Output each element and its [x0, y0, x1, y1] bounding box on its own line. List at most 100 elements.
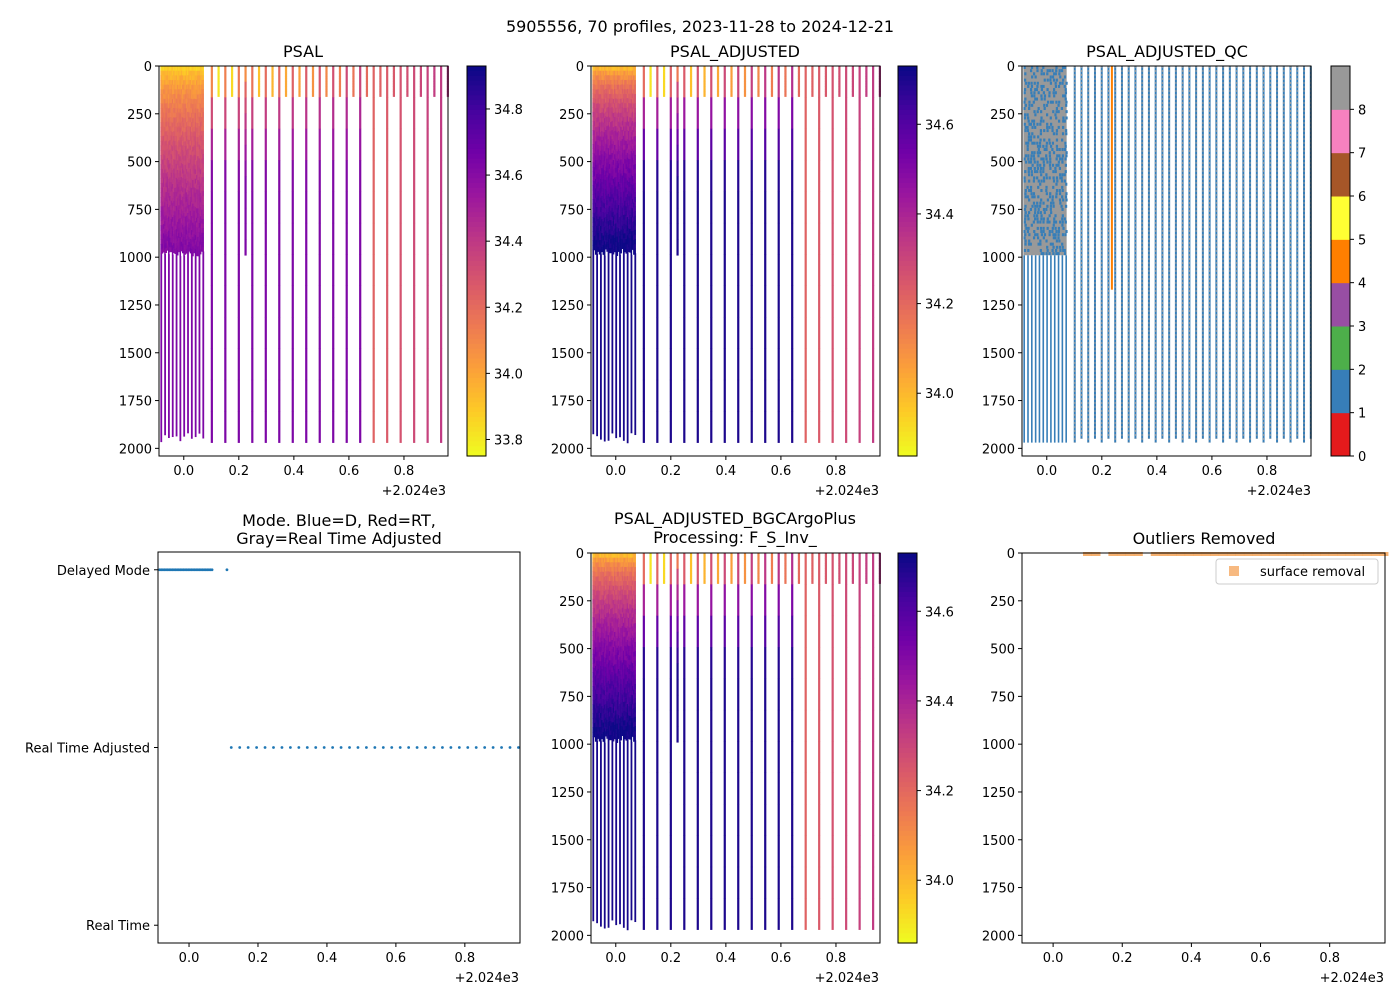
- profile-segment: [332, 285, 335, 318]
- colorbar-segment: [898, 134, 917, 140]
- heatmap-cell: [608, 206, 611, 212]
- profile-segment: [703, 94, 706, 97]
- heatmap-cell: [612, 136, 615, 142]
- profile-segment: [865, 68, 868, 72]
- profile-segment: [291, 160, 294, 192]
- heatmap-cell: [622, 159, 625, 165]
- profile-segment: [696, 191, 699, 224]
- heatmap-cell: [198, 130, 201, 136]
- heatmap-cell: [596, 188, 598, 194]
- heatmap-cell: [626, 175, 629, 181]
- heatmap-cell: [165, 201, 168, 207]
- colorbar-segment: [898, 348, 917, 355]
- psal-qc-x-offset: +2.024e3: [1247, 484, 1311, 499]
- heatmap-cell: [600, 722, 602, 728]
- profile-segment: [399, 411, 402, 443]
- heatmap-cell: [594, 193, 597, 199]
- heatmap-cell: [201, 204, 203, 211]
- heatmap-cell: [179, 222, 182, 229]
- heatmap-cell: [616, 193, 619, 200]
- heatmap-cell: [598, 94, 601, 100]
- heatmap-cell: [633, 94, 635, 100]
- qc-cell-flag1: [1039, 226, 1043, 230]
- qc-cell-flag1: [1024, 223, 1027, 227]
- profile-segment: [723, 66, 726, 98]
- heatmap-cell: [594, 675, 597, 681]
- qc-cell-flag1: [1045, 239, 1048, 243]
- heatmap-cell: [187, 125, 189, 131]
- heatmap-cell: [162, 224, 165, 230]
- profile-segment: [392, 86, 396, 90]
- qc-cell-flag1: [1023, 179, 1026, 183]
- profile-segment: [237, 66, 240, 98]
- heatmap-cell: [199, 112, 202, 119]
- profile-segment: [257, 73, 261, 77]
- qc-cell-flag1: [1023, 248, 1027, 252]
- heatmap-cell: [197, 227, 199, 233]
- heatmap-cell: [625, 94, 628, 100]
- qc-cell-flag1: [1026, 195, 1029, 199]
- qc-cell-flag1: [1029, 166, 1033, 170]
- heatmap-cell: [193, 224, 196, 230]
- heatmap-cell: [201, 223, 203, 229]
- colorbar-segment: [467, 226, 486, 233]
- heatmap-cell: [196, 170, 198, 176]
- heatmap-cell: [619, 108, 621, 114]
- heatmap-cell: [608, 70, 611, 76]
- heatmap-cell: [176, 136, 179, 143]
- heatmap-cell: [165, 215, 168, 221]
- heatmap-cell: [160, 150, 162, 156]
- heatmap-cell: [202, 195, 204, 201]
- heatmap-cell: [616, 217, 619, 223]
- heatmap-cell: [600, 717, 602, 723]
- mode-point-rt-adjusted: [339, 746, 343, 749]
- mode-point-rt-adjusted: [390, 746, 394, 749]
- qc-cell-flag1: [1026, 125, 1029, 129]
- heatmap-cell: [598, 155, 601, 161]
- heatmap-cell: [594, 694, 597, 700]
- heatmap-cell: [597, 594, 600, 600]
- heatmap-cell: [611, 212, 614, 218]
- heatmap-cell: [614, 84, 616, 90]
- heatmap-cell: [628, 66, 630, 72]
- qc-cell-flag1: [1051, 195, 1054, 199]
- heatmap-cell: [619, 221, 621, 227]
- heatmap-cell: [598, 249, 601, 255]
- heatmap-cell: [607, 93, 610, 99]
- heatmap-cell: [621, 102, 624, 108]
- colorbar-segment: [898, 363, 917, 369]
- qc-cell-flag1: [1048, 94, 1051, 98]
- heatmap-cell: [169, 140, 171, 146]
- heatmap-cell: [199, 94, 202, 100]
- profile-segment: [770, 88, 774, 92]
- profile-segment: [710, 160, 713, 192]
- qc-cell-flag1: [1065, 116, 1068, 120]
- panel-psal-adjusted: PSAL_ADJUSTED 0.0 0.2 0.4 0.6 0.8 0250500750…: [551, 42, 954, 499]
- heatmap-cell: [611, 102, 614, 108]
- profile-segment: [237, 191, 240, 224]
- heatmap-cell: [160, 159, 162, 165]
- profile-segment: [824, 83, 828, 87]
- heatmap-cell: [161, 117, 164, 123]
- heatmap-cell: [201, 75, 203, 81]
- qc-cell-flag1: [1062, 226, 1065, 230]
- heatmap-cell: [192, 251, 194, 257]
- heatmap-cell: [166, 227, 169, 233]
- heatmap-cell: [192, 84, 194, 91]
- heatmap-cell: [626, 84, 629, 90]
- profile-segment: [352, 83, 355, 87]
- heatmap-cell: [617, 103, 620, 109]
- heatmap-cell: [626, 157, 629, 163]
- heatmap-cell: [190, 89, 193, 95]
- heatmap-cell: [608, 182, 611, 188]
- heatmap-cell: [597, 186, 600, 192]
- heatmap-cell: [616, 222, 619, 228]
- heatmap-cell: [622, 242, 625, 248]
- heatmap-cell: [622, 224, 625, 230]
- heatmap-cell: [169, 168, 171, 174]
- heatmap-cell: [597, 604, 600, 610]
- heatmap-cell: [194, 192, 197, 198]
- heatmap-cell: [188, 228, 190, 234]
- heatmap-cell: [610, 168, 612, 174]
- colorbar-segment: [898, 251, 917, 257]
